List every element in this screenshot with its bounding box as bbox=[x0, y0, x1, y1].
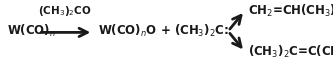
Text: CH$_2$=CH(CH$_3$): CH$_2$=CH(CH$_3$) bbox=[248, 3, 333, 19]
Text: (CH$_3$)$_2$CO: (CH$_3$)$_2$CO bbox=[38, 4, 92, 18]
Text: W(CO)$_n$O + (CH$_3$)$_2$C:: W(CO)$_n$O + (CH$_3$)$_2$C: bbox=[98, 23, 229, 39]
Text: W(CO)$_n$: W(CO)$_n$ bbox=[7, 23, 56, 39]
Text: (CH$_3$)$_2$C=C(CH$_3$)$_2$: (CH$_3$)$_2$C=C(CH$_3$)$_2$ bbox=[248, 44, 333, 60]
